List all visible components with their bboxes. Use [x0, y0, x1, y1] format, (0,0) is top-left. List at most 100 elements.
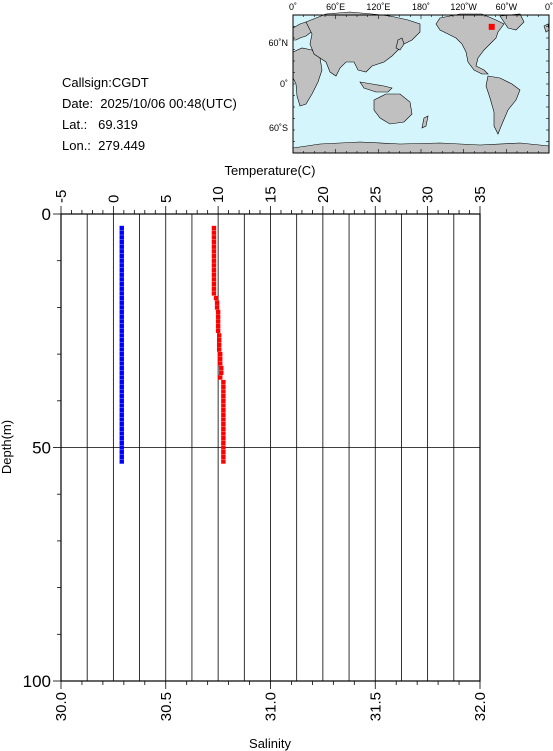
left-axis-tick-label: 100	[23, 672, 51, 691]
temperature-point	[221, 449, 226, 455]
temperature-point	[221, 440, 226, 446]
depth-axis-label: Depth(m)	[0, 420, 14, 474]
salinity-point	[119, 440, 124, 446]
salinity-point	[119, 421, 124, 427]
bottom-axis-tick-label: 31.0	[263, 692, 280, 721]
temperature-point	[221, 445, 226, 450]
temperature-point	[219, 365, 224, 371]
land-north-america	[435, 13, 505, 75]
top-axis-tick-label: 20	[315, 186, 332, 203]
salinity-point	[119, 361, 124, 366]
map-labels: 0˚ 60˚E 120˚E 180˚ 120˚W 60˚W 0˚ 60˚N 0˚ 60˚S	[268, 2, 553, 133]
temperature-point	[214, 305, 220, 310]
temperature-point	[218, 361, 223, 366]
top-axis-tick-label: 30	[420, 186, 437, 203]
top-axis-tick-label: -5	[53, 190, 70, 203]
temperature-point	[221, 426, 226, 432]
date-text: Date: 2025/10/06 00:48(UTC)	[62, 96, 237, 111]
salinity-point	[119, 225, 124, 231]
callsign-text: Callsign:CGDT	[62, 75, 149, 90]
bottom-axis-tick-label: 31.5	[367, 692, 384, 721]
salinity-point	[119, 267, 124, 273]
salinity-point	[119, 305, 124, 310]
temperature-point	[211, 272, 217, 277]
left-axis-tick-label: 0	[42, 205, 51, 224]
salinity-point	[119, 356, 124, 361]
temperature-point	[221, 412, 226, 418]
salinity-point	[119, 249, 124, 254]
salinity-point	[119, 286, 124, 291]
temperature-point	[221, 407, 226, 413]
bottom-axis-tick-label: 30.0	[53, 692, 70, 721]
map-lon-label: 0˚	[289, 2, 297, 12]
salinity-point	[119, 323, 124, 329]
temperature-point	[221, 379, 226, 385]
salinity-point	[119, 445, 124, 450]
temperature-point	[221, 417, 226, 422]
salinity-point	[119, 379, 124, 385]
temperature-point	[211, 253, 217, 259]
map-lon-label: 120˚W	[450, 2, 477, 12]
salinity-point	[119, 370, 124, 375]
left-axis-tick-label: 50	[32, 439, 51, 458]
salinity-point	[119, 295, 124, 301]
map-lon-label: 60˚W	[496, 2, 518, 12]
temperature-point	[216, 337, 222, 343]
temperature-point	[221, 431, 226, 436]
salinity-point	[119, 375, 124, 380]
salinity-point	[119, 291, 124, 296]
temperature-point	[211, 258, 217, 263]
salinity-point	[119, 426, 124, 432]
temperature-point	[221, 421, 226, 427]
salinity-point	[119, 235, 124, 240]
temperature-point	[215, 314, 221, 319]
salinity-point	[119, 337, 124, 343]
top-axis-tick-label: 5	[158, 195, 175, 203]
location-map: 0˚ 60˚E 120˚E 180˚ 120˚W 60˚W 0˚ 60˚N 0˚ 60˚S	[268, 2, 553, 154]
salinity-point	[119, 272, 124, 277]
salinity-point	[119, 244, 124, 249]
salinity-point	[119, 407, 124, 413]
salinity-point	[119, 431, 124, 436]
longitude-text: Lon.: 279.449	[62, 138, 146, 153]
temperature-point	[219, 370, 224, 375]
salinity-point	[119, 389, 124, 394]
temperature-point	[215, 328, 221, 333]
profile-info: Callsign:CGDT Date: 2025/10/06 00:48(UTC…	[62, 72, 237, 156]
float-position-marker	[488, 23, 495, 30]
temperature-point	[213, 295, 219, 301]
salinity-point	[119, 281, 124, 287]
map-lon-label: 60˚E	[326, 2, 345, 12]
temperature-point	[218, 356, 223, 361]
top-axis-tick-label: 35	[472, 186, 489, 203]
temperature-point	[211, 291, 217, 296]
salinity-point	[119, 319, 124, 324]
map-lat-label: 0˚	[280, 79, 288, 89]
salinity-point	[119, 230, 124, 235]
latitude-text: Lat.: 69.319	[62, 117, 138, 132]
temperature-point	[215, 323, 221, 329]
salinity-axis-label: Salinity	[249, 736, 291, 751]
salinity-point	[119, 403, 124, 408]
chart-points	[119, 225, 226, 464]
temperature-point	[211, 277, 217, 282]
temperature-point	[214, 300, 220, 305]
land-indonesia	[359, 81, 393, 93]
bottom-axis-tick-label: 32.0	[472, 692, 489, 721]
chart-grid	[61, 214, 480, 681]
salinity-point	[119, 342, 124, 347]
land-japan	[395, 37, 405, 51]
temperature-point	[215, 319, 221, 324]
temperature-point	[211, 230, 217, 235]
plot-frame	[60, 213, 481, 682]
temperature-point	[211, 244, 217, 249]
temperature-point	[221, 393, 226, 399]
bottom-axis-tick-label: 30.5	[158, 692, 175, 721]
top-axis-tick-label: 15	[263, 186, 280, 203]
land-africa	[292, 47, 323, 107]
map-lon-label: 120˚E	[366, 2, 390, 12]
salinity-point	[119, 365, 124, 371]
salinity-point	[119, 333, 124, 338]
salinity-point	[119, 277, 124, 282]
